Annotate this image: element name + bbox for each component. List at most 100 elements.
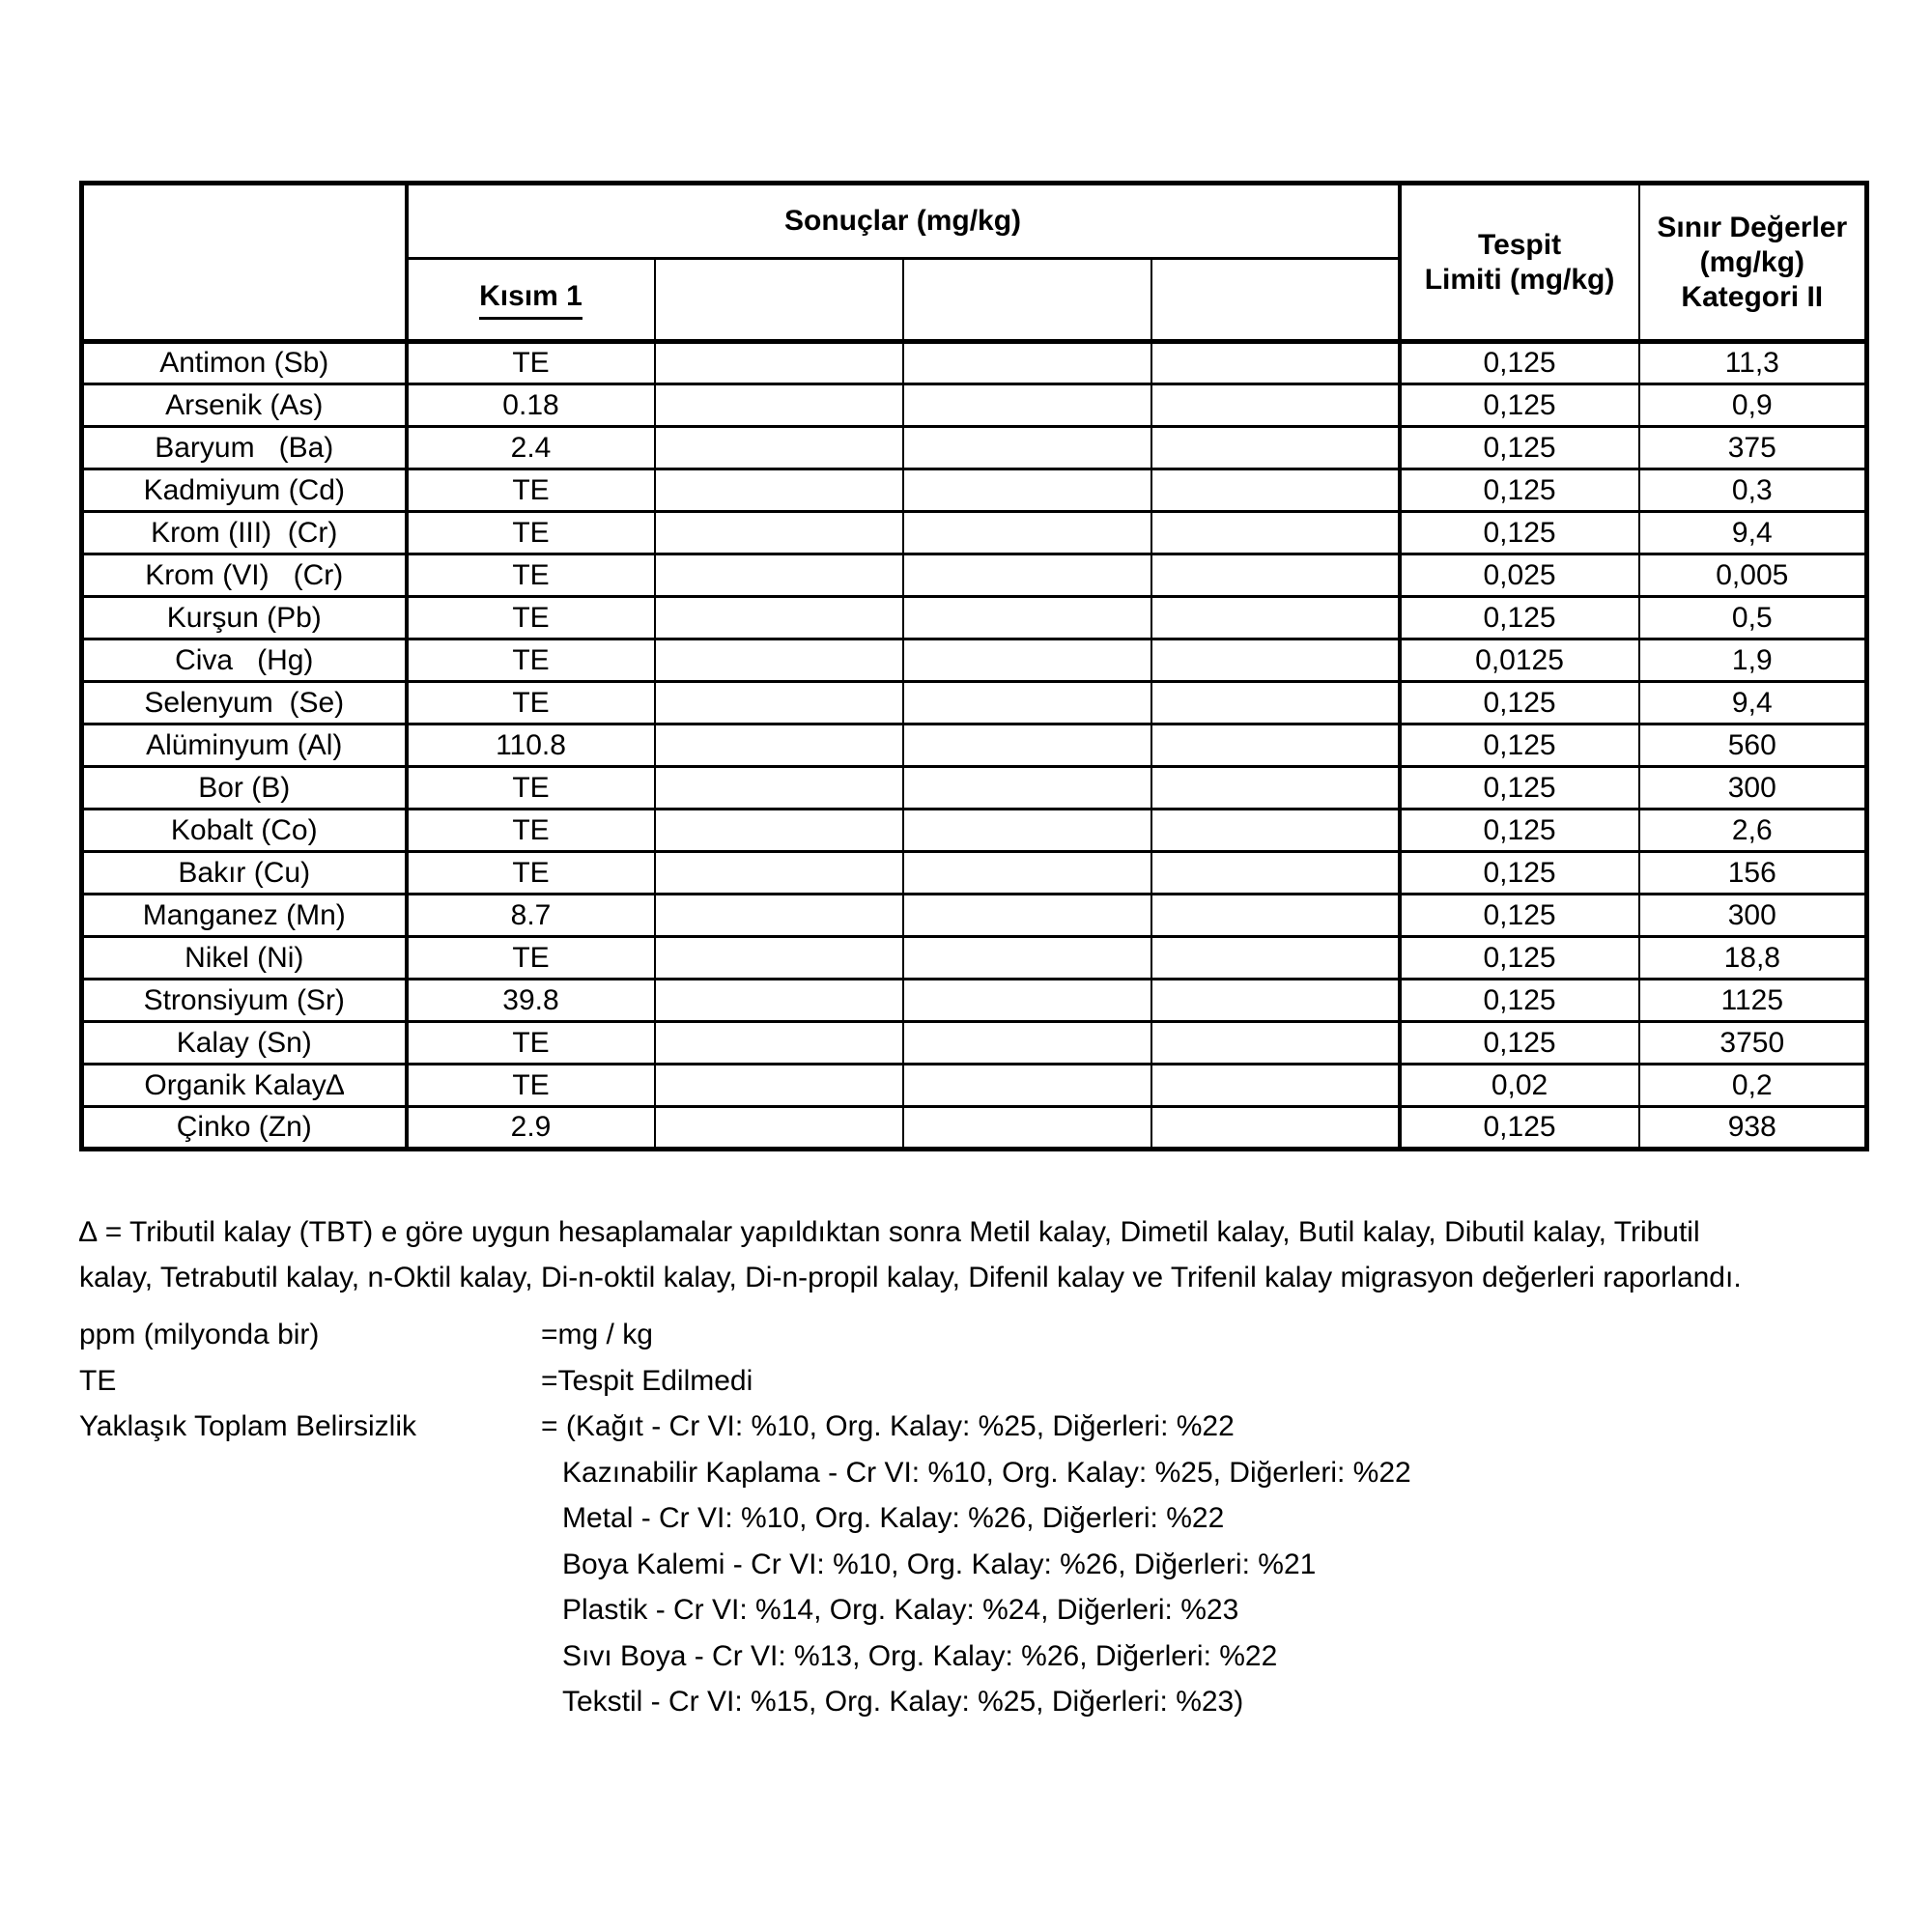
tespit-value-cell: 0,125 — [1397, 383, 1640, 428]
param-label-cell: Krom (III) (Cr) — [80, 510, 408, 555]
footnote: ∆ = Tributil kalay (TBT) e göre uygun he… — [79, 1209, 1866, 1300]
result-cell-empty — [1150, 1063, 1401, 1108]
result-cell-empty — [1150, 425, 1401, 470]
sinir-value-cell: 9,4 — [1637, 680, 1868, 725]
tespit-value-cell: 0,0125 — [1397, 638, 1640, 683]
uncertainty-line: Boya Kalemi - Cr VI: %10, Org. Kalay: %2… — [562, 1548, 1317, 1580]
table-row: Kobalt (Co) TE 0,125 2,6 — [80, 808, 1868, 853]
kisim1-value-cell: TE — [404, 1020, 656, 1065]
param-label-cell: Arsenik (As) — [80, 383, 408, 428]
param-label-cell: Çinko (Zn) — [80, 1105, 408, 1151]
uncertainty-continuation: Plastik - Cr VI: %14, Org. Kalay: %24, D… — [79, 1587, 1866, 1634]
uncertainty-continuation: Boya Kalemi - Cr VI: %10, Org. Kalay: %2… — [79, 1542, 1866, 1588]
table-row: Krom (III) (Cr) TE 0,125 9,4 — [80, 510, 1868, 555]
legend-entry-te: TE =Tespit Edilmedi — [79, 1358, 1866, 1405]
table-row: Selenyum (Se) TE 0,125 9,4 — [80, 680, 1868, 725]
table-row: Çinko (Zn) 2.9 0,125 938 — [80, 1105, 1868, 1151]
result-cell-empty — [901, 383, 1152, 428]
tespit-value-cell: 0,125 — [1397, 339, 1640, 385]
param-label-cell: Selenyum (Se) — [80, 680, 408, 725]
kisim1-value-cell: TE — [404, 638, 656, 683]
kisim1-value-cell: TE — [404, 808, 656, 853]
tespit-value-cell: 0,02 — [1397, 1063, 1640, 1108]
result-cell-empty — [901, 808, 1152, 853]
param-label-cell: Alüminyum (Al) — [80, 723, 408, 768]
result-cell-empty — [1150, 595, 1401, 640]
result-cell-empty — [901, 850, 1152, 895]
table-row: Krom (VI) (Cr) TE 0,025 0,005 — [80, 553, 1868, 598]
sinir-value-cell: 3750 — [1637, 1020, 1868, 1065]
param-label-cell: Krom (VI) (Cr) — [80, 553, 408, 598]
param-label-cell: Nikel (Ni) — [80, 935, 408, 980]
result-cell-empty — [901, 935, 1152, 980]
param-label-cell: Organik Kalay∆ — [80, 1063, 408, 1108]
sinir-value-cell: 156 — [1637, 850, 1868, 895]
kisim1-value-cell: 0.18 — [404, 383, 656, 428]
result-cell-empty — [901, 978, 1152, 1023]
legend-entry-uncertainty: Yaklaşık Toplam Belirsizlik = (Kağıt - C… — [79, 1404, 1866, 1450]
result-cell-empty — [901, 723, 1152, 768]
sinir-value-cell: 938 — [1637, 1105, 1868, 1151]
result-cell-empty — [901, 595, 1152, 640]
result-cell-empty — [901, 510, 1152, 555]
result-cell-empty — [1150, 1105, 1401, 1151]
footnote-line1: ∆ = Tributil kalay (TBT) e göre uygun he… — [79, 1216, 1700, 1248]
sinir-degerler-header-line3: Kategori II — [1681, 280, 1824, 313]
table-row: Civa (Hg) TE 0,0125 1,9 — [80, 638, 1868, 683]
kisim1-value-cell: 2.9 — [404, 1105, 656, 1151]
result-cell-empty — [653, 553, 904, 598]
result-cell-empty — [1150, 765, 1401, 810]
kisim-1-header-label: Kısım 1 — [479, 279, 582, 320]
result-cell-empty — [901, 339, 1152, 385]
result-column-header-empty — [1150, 257, 1401, 343]
result-cell-empty — [653, 808, 904, 853]
tespit-value-cell: 0,125 — [1397, 1105, 1640, 1151]
param-label-cell: Kadmiyum (Cd) — [80, 468, 408, 513]
result-cell-empty — [1150, 383, 1401, 428]
tespit-limiti-header: Tespit Limiti (mg/kg) — [1397, 182, 1640, 343]
uncertainty-line: Metal - Cr VI: %10, Org. Kalay: %26, Diğ… — [562, 1502, 1225, 1534]
result-cell-empty — [901, 1020, 1152, 1065]
result-cell-empty — [1150, 978, 1401, 1023]
sinir-degerler-header: Sınır Değerler (mg/kg) Kategori II — [1637, 182, 1868, 343]
results-table-body: Antimon (Sb) TE 0,125 11,3 Arsenik (As) … — [80, 339, 1868, 1151]
param-label-cell: Antimon (Sb) — [80, 339, 408, 385]
kisim1-value-cell: TE — [404, 1063, 656, 1108]
result-cell-empty — [653, 339, 904, 385]
sinir-value-cell: 375 — [1637, 425, 1868, 470]
result-cell-empty — [653, 850, 904, 895]
tespit-value-cell: 0,125 — [1397, 723, 1640, 768]
kisim1-value-cell: TE — [404, 680, 656, 725]
tespit-value-cell: 0,025 — [1397, 553, 1640, 598]
tespit-value-cell: 0,125 — [1397, 808, 1640, 853]
result-cell-empty — [653, 510, 904, 555]
sonuclar-group-header: Sonuçlar (mg/kg) — [404, 182, 1401, 260]
tespit-value-cell: 0,125 — [1397, 765, 1640, 810]
result-cell-empty — [653, 383, 904, 428]
result-cell-empty — [653, 723, 904, 768]
tespit-limiti-header-line2: Limiti (mg/kg) — [1424, 263, 1615, 296]
result-cell-empty — [901, 468, 1152, 513]
result-cell-empty — [901, 425, 1152, 470]
uncertainty-line: Kazınabilir Kaplama - Cr VI: %10, Org. K… — [562, 1456, 1411, 1489]
result-cell-empty — [1150, 1020, 1401, 1065]
tespit-value-cell: 0,125 — [1397, 978, 1640, 1023]
sinir-value-cell: 0,2 — [1637, 1063, 1868, 1108]
param-label-cell: Civa (Hg) — [80, 638, 408, 683]
result-cell-empty — [1150, 808, 1401, 853]
tespit-value-cell: 0,125 — [1397, 850, 1640, 895]
sinir-value-cell: 0,005 — [1637, 553, 1868, 598]
result-cell-empty — [901, 893, 1152, 938]
kisim1-value-cell: TE — [404, 553, 656, 598]
kisim1-value-cell: 8.7 — [404, 893, 656, 938]
legend-definition: =mg / kg — [541, 1319, 653, 1350]
table-row: Nikel (Ni) TE 0,125 18,8 — [80, 935, 1868, 980]
legend-definition: =Tespit Edilmedi — [541, 1364, 753, 1397]
result-cell-empty — [653, 638, 904, 683]
uncertainty-line: Plastik - Cr VI: %14, Org. Kalay: %24, D… — [562, 1594, 1239, 1626]
param-label-cell: Kalay (Sn) — [80, 1020, 408, 1065]
table-row: Arsenik (As) 0.18 0,125 0,9 — [80, 383, 1868, 428]
result-cell-empty — [653, 1105, 904, 1151]
sinir-value-cell: 560 — [1637, 723, 1868, 768]
result-cell-empty — [1150, 935, 1401, 980]
